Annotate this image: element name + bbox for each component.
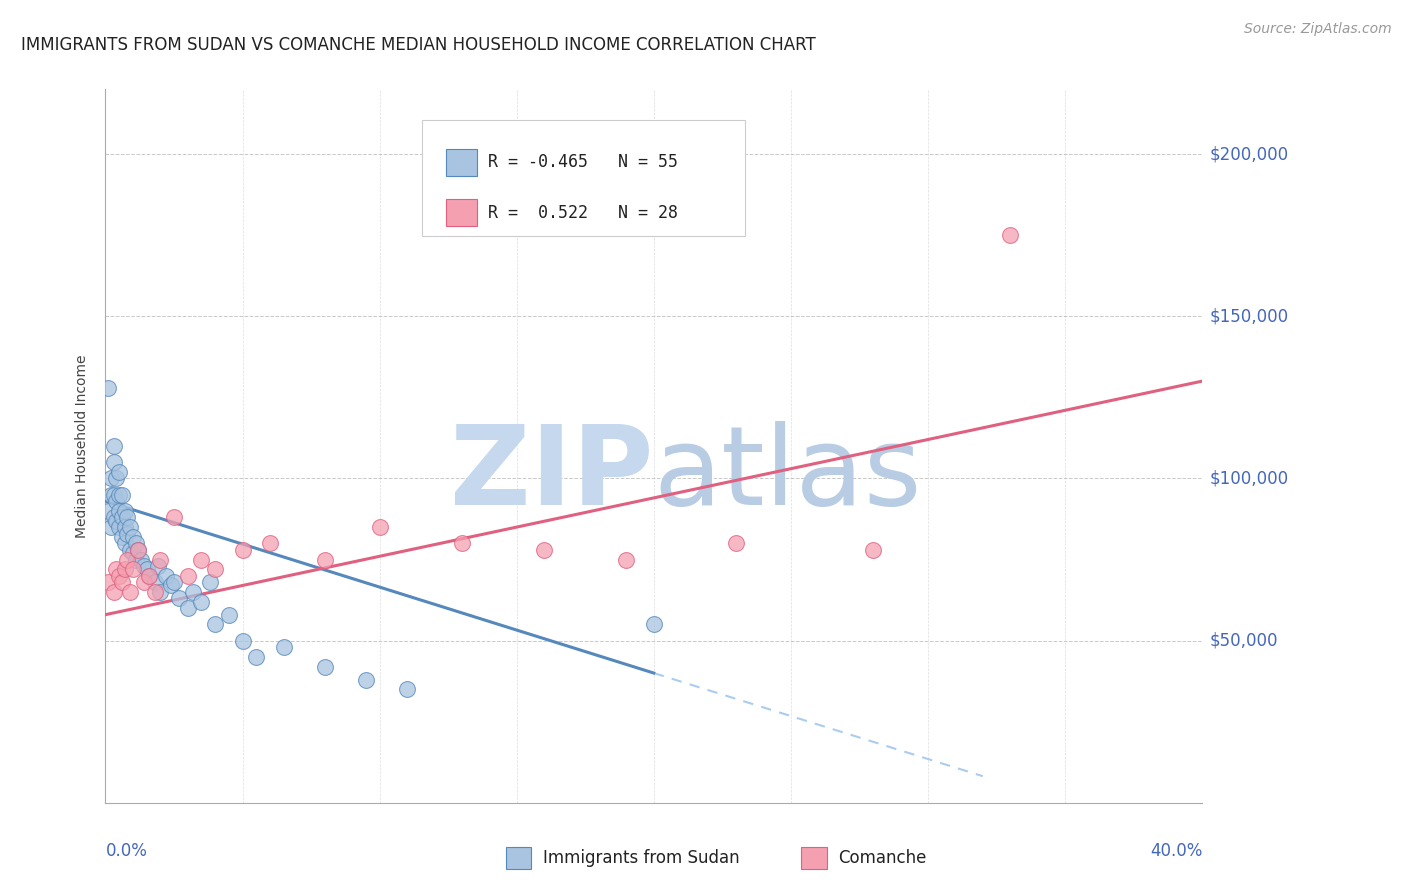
Point bbox=[143, 585, 166, 599]
Point bbox=[127, 542, 149, 557]
Point bbox=[163, 575, 186, 590]
Point bbox=[181, 585, 204, 599]
Point bbox=[105, 514, 128, 528]
Point bbox=[314, 659, 336, 673]
Point bbox=[111, 530, 134, 544]
Point bbox=[204, 562, 226, 576]
Point bbox=[100, 488, 122, 502]
Point bbox=[190, 552, 212, 566]
Point bbox=[129, 552, 152, 566]
Point bbox=[450, 536, 472, 550]
Point bbox=[103, 439, 125, 453]
Point bbox=[108, 520, 131, 534]
Point bbox=[111, 510, 134, 524]
Text: IMMIGRANTS FROM SUDAN VS COMANCHE MEDIAN HOUSEHOLD INCOME CORRELATION CHART: IMMIGRANTS FROM SUDAN VS COMANCHE MEDIAN… bbox=[21, 36, 815, 54]
Point bbox=[120, 520, 142, 534]
Point bbox=[124, 552, 146, 566]
Text: Immigrants from Sudan: Immigrants from Sudan bbox=[543, 849, 740, 867]
Text: R = -0.465   N = 55: R = -0.465 N = 55 bbox=[488, 153, 678, 171]
Text: 0.0%: 0.0% bbox=[105, 842, 148, 860]
Point bbox=[120, 542, 142, 557]
Point bbox=[218, 607, 240, 622]
Point bbox=[149, 585, 172, 599]
Text: R =  0.522   N = 28: R = 0.522 N = 28 bbox=[488, 203, 678, 221]
Point bbox=[97, 504, 120, 518]
Point bbox=[231, 542, 254, 557]
Point bbox=[108, 504, 131, 518]
Point bbox=[169, 591, 191, 606]
Point bbox=[163, 510, 186, 524]
Point bbox=[616, 552, 638, 566]
Point bbox=[121, 562, 145, 576]
Text: $50,000: $50,000 bbox=[1209, 632, 1278, 649]
Point bbox=[396, 682, 419, 697]
Point bbox=[245, 649, 267, 664]
Text: Source: ZipAtlas.com: Source: ZipAtlas.com bbox=[1244, 22, 1392, 37]
Point bbox=[368, 520, 391, 534]
Y-axis label: Median Household Income: Median Household Income bbox=[75, 354, 89, 538]
Point bbox=[100, 471, 122, 485]
Text: ZIP: ZIP bbox=[450, 421, 654, 528]
Point bbox=[103, 455, 125, 469]
Point bbox=[132, 575, 155, 590]
Point bbox=[998, 228, 1021, 243]
Text: $100,000: $100,000 bbox=[1209, 469, 1288, 487]
Point bbox=[114, 520, 136, 534]
Text: Comanche: Comanche bbox=[838, 849, 927, 867]
Point bbox=[105, 562, 128, 576]
Point bbox=[103, 585, 125, 599]
Point bbox=[149, 552, 172, 566]
Point bbox=[314, 552, 336, 566]
Point bbox=[97, 575, 120, 590]
Point bbox=[259, 536, 281, 550]
Point bbox=[533, 542, 555, 557]
Point bbox=[114, 504, 136, 518]
Point bbox=[132, 559, 155, 574]
Point bbox=[121, 546, 145, 560]
Text: atlas: atlas bbox=[654, 421, 922, 528]
Point bbox=[177, 601, 200, 615]
Point bbox=[177, 568, 200, 582]
Point bbox=[121, 530, 145, 544]
Point bbox=[862, 542, 884, 557]
Point bbox=[204, 617, 226, 632]
Point bbox=[108, 488, 131, 502]
Point bbox=[120, 585, 142, 599]
Point bbox=[231, 633, 254, 648]
Point bbox=[198, 575, 221, 590]
Point bbox=[273, 640, 295, 654]
Point bbox=[160, 578, 183, 592]
Point bbox=[146, 559, 169, 574]
Point bbox=[725, 536, 748, 550]
Point bbox=[135, 562, 157, 576]
Point bbox=[138, 568, 160, 582]
Point bbox=[155, 568, 177, 582]
Point bbox=[97, 381, 120, 395]
Text: 40.0%: 40.0% bbox=[1150, 842, 1202, 860]
Point bbox=[114, 536, 136, 550]
Point bbox=[138, 568, 160, 582]
Point bbox=[114, 562, 136, 576]
Point bbox=[105, 494, 128, 508]
Point bbox=[103, 510, 125, 524]
Text: $150,000: $150,000 bbox=[1209, 307, 1288, 326]
Text: $200,000: $200,000 bbox=[1209, 145, 1288, 163]
Point bbox=[117, 552, 139, 566]
Point bbox=[108, 568, 131, 582]
Point bbox=[354, 673, 377, 687]
Point bbox=[117, 526, 139, 541]
Point bbox=[190, 595, 212, 609]
Point bbox=[103, 488, 125, 502]
Point bbox=[124, 536, 146, 550]
Point bbox=[111, 488, 134, 502]
Point bbox=[117, 510, 139, 524]
Point bbox=[108, 465, 131, 479]
Point bbox=[105, 471, 128, 485]
Point bbox=[100, 520, 122, 534]
Point bbox=[127, 542, 149, 557]
Point bbox=[643, 617, 665, 632]
Point bbox=[143, 575, 166, 590]
Point bbox=[111, 575, 134, 590]
